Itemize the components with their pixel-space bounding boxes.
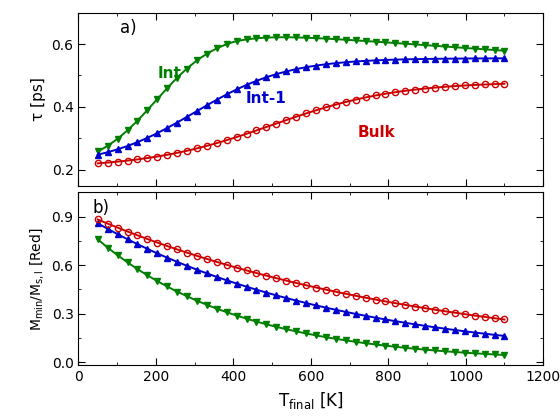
X-axis label: T$_{\mathrm{final}}$ [K]: T$_{\mathrm{final}}$ [K] bbox=[278, 390, 344, 411]
Text: Int: Int bbox=[157, 66, 181, 81]
Text: a): a) bbox=[120, 19, 137, 37]
Text: Bulk: Bulk bbox=[357, 125, 395, 140]
Y-axis label: M$_{\mathrm{min}}$/M$_{\mathrm{s,l}}$ [Red]: M$_{\mathrm{min}}$/M$_{\mathrm{s,l}}$ [R… bbox=[28, 227, 46, 331]
Text: b): b) bbox=[92, 199, 109, 217]
Text: Int-1: Int-1 bbox=[246, 91, 287, 105]
Y-axis label: τ [ps]: τ [ps] bbox=[31, 77, 46, 121]
